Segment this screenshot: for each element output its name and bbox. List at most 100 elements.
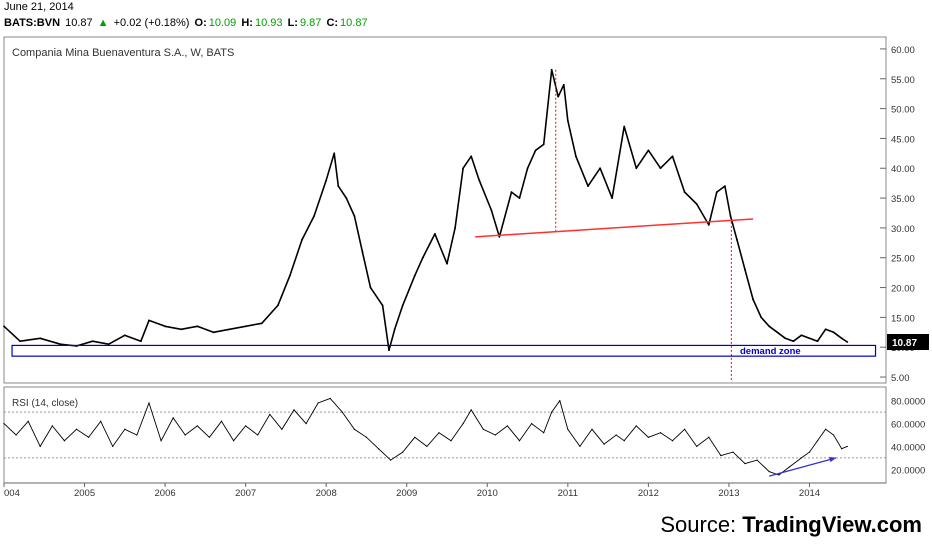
header-quote: BATS:BVN 10.87 ▲ +0.02 (+0.18%) O: 10.09 … — [4, 17, 370, 29]
rsi-point — [720, 454, 722, 457]
rsi-point — [470, 409, 472, 411]
rsi-point — [329, 397, 331, 400]
price-point — [244, 325, 247, 328]
price-point — [228, 328, 231, 331]
price-point — [140, 340, 142, 343]
rsi-point — [232, 440, 235, 442]
annotations: demand zone — [11, 69, 877, 477]
rsi-point — [800, 457, 803, 459]
price-point — [393, 328, 396, 331]
price-y-tick-label: 15.00 — [891, 313, 915, 324]
up-arrow-icon: ▲ — [97, 17, 109, 29]
low-value: 9.87 — [299, 17, 322, 29]
price-point — [683, 191, 686, 194]
price-point — [454, 226, 456, 229]
rsi-point — [833, 434, 835, 436]
rsi-chart-title: RSI (14, close) — [12, 398, 78, 409]
x-tick-label: 2010 — [477, 488, 498, 499]
price-point — [557, 95, 560, 98]
rsi-point — [824, 428, 827, 430]
price-point — [369, 286, 372, 289]
rsi-point — [124, 428, 126, 430]
rsi-point — [196, 425, 198, 427]
rsi-point — [482, 428, 484, 430]
price-point — [361, 250, 364, 253]
rsi-point — [39, 445, 41, 448]
x-tick-label: 2007 — [235, 488, 256, 499]
price-point — [824, 328, 827, 331]
rsi-point — [293, 409, 295, 411]
price-point — [301, 238, 303, 241]
rsi-point — [27, 420, 29, 422]
price-point — [148, 319, 150, 322]
price-point — [470, 155, 473, 158]
rsi-point — [462, 422, 464, 425]
rsi-point — [744, 462, 746, 465]
price-change: +0.02 (+0.18%) — [113, 17, 190, 29]
price-point — [784, 337, 787, 340]
price-point — [752, 298, 754, 301]
price-point — [574, 155, 577, 158]
rsi-point — [341, 411, 343, 413]
price-point — [566, 119, 569, 122]
price-point — [760, 316, 763, 319]
rsi-point — [112, 445, 114, 448]
rsi-point — [450, 440, 452, 442]
rsi-point — [530, 422, 533, 425]
rsi-point — [768, 470, 770, 473]
last-price-label: 10.87 — [892, 338, 917, 349]
price-point — [388, 349, 390, 352]
symbol[interactable]: BATS:BVN — [4, 17, 61, 29]
price-point — [776, 331, 779, 334]
price-point — [353, 215, 356, 217]
price-point — [39, 337, 42, 340]
price-point — [490, 209, 493, 211]
rsi-point — [778, 474, 780, 476]
rsi-point — [184, 434, 186, 436]
price-point — [729, 215, 732, 217]
rsi-point — [438, 432, 440, 434]
price-point — [59, 343, 62, 346]
rsi-point — [136, 434, 138, 436]
price-point — [623, 125, 626, 128]
x-tick-label: 2011 — [558, 488, 578, 499]
price-point — [542, 143, 545, 146]
price-y-tick-label: 40.00 — [891, 164, 915, 175]
rsi-point — [257, 434, 259, 436]
price-point — [180, 328, 183, 331]
price-point — [647, 149, 650, 152]
price-point — [832, 331, 835, 334]
rsi-point — [788, 466, 790, 468]
rsi-point — [353, 428, 355, 430]
price-line — [3, 69, 848, 352]
low-label: L: — [287, 17, 298, 29]
price-y-tick-label: 35.00 — [891, 194, 915, 205]
price-point — [434, 232, 436, 235]
rsi-point — [808, 451, 811, 453]
rsi-point — [426, 445, 428, 448]
rsi-point — [281, 428, 283, 430]
price-point — [313, 215, 316, 217]
rsi-point — [15, 434, 17, 436]
price-point — [599, 167, 601, 170]
price-point — [724, 185, 726, 188]
rsi-point — [414, 436, 416, 438]
price-point — [510, 191, 513, 194]
x-tick-label: 2008 — [316, 488, 337, 499]
rsi-point — [494, 434, 496, 436]
price-y-tick-label: 50.00 — [891, 105, 915, 116]
rsi-series — [3, 397, 848, 476]
price-point — [846, 341, 849, 343]
x-tick-label: 2005 — [74, 488, 95, 499]
rsi-point — [816, 440, 819, 442]
rsi-y-tick-label: 60.0000 — [891, 420, 925, 431]
price-point — [478, 179, 481, 182]
rsi-point — [220, 420, 223, 422]
price-point — [3, 325, 5, 328]
x-tick-label: 2009 — [396, 488, 417, 499]
source-credit: Source: TradingView.com — [660, 512, 922, 538]
header-date: June 21, 2014 — [4, 1, 74, 13]
price-point — [107, 343, 110, 346]
price-point — [212, 331, 215, 334]
